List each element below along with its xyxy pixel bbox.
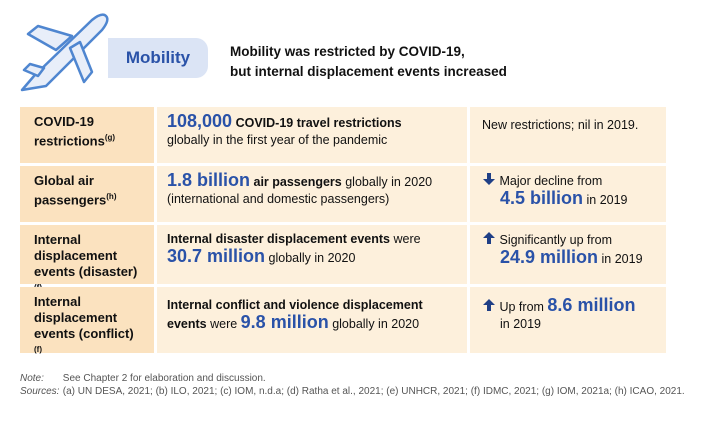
- label-note: (g): [104, 133, 116, 142]
- sources-label: Sources:: [20, 386, 60, 397]
- text: were: [393, 232, 421, 246]
- note-text: See Chapter 2 for elaboration and discus…: [62, 373, 266, 384]
- text: globally in the first year of the pandem…: [167, 133, 388, 147]
- label-note: (f): [34, 345, 42, 354]
- row-label: Global air passengers(h): [20, 166, 154, 222]
- footer: Note: See Chapter 2 for elaboration and …: [20, 372, 700, 398]
- label-text: Internal displacement events (disaster): [34, 232, 138, 279]
- comparison: New restrictions; nil in 2019.: [470, 107, 666, 163]
- airplane-icon: [20, 13, 109, 92]
- down-arrow: [483, 173, 495, 185]
- row-label: Internal displacement events (disaster)(…: [20, 225, 154, 292]
- row-label: COVID-19 restrictions(g): [20, 107, 154, 163]
- figure: 4.5 billion: [500, 188, 584, 208]
- table: COVID-19 restrictions(g) 108,000 COVID-1…: [20, 107, 666, 354]
- up-arrow: [483, 232, 495, 244]
- comparison: Significantly up from 24.9 million in 201…: [470, 225, 666, 284]
- text: globally in 2020: [332, 317, 420, 331]
- text: Internal disaster displacement events: [167, 232, 391, 246]
- headline-line: Mobility was restricted by COVID-19,: [230, 44, 465, 59]
- measure: Internal conflict and violence displacem…: [157, 287, 467, 353]
- headline-line: but internal displacement events increas…: [230, 64, 507, 79]
- text: in 2019: [586, 193, 628, 207]
- figure: 9.8 million: [240, 312, 329, 332]
- comparison: Up from 8.6 million in 2019: [470, 287, 666, 353]
- label-text: COVID-19 restrictions: [34, 114, 105, 149]
- text: New restrictions; nil in 2019.: [482, 118, 639, 132]
- label-note: (h): [106, 192, 117, 201]
- text: in 2019: [500, 317, 542, 331]
- label-text: Internal displacement events (conflict): [34, 294, 134, 341]
- text: globally in 2020: [268, 251, 356, 265]
- text: in 2019: [601, 252, 643, 266]
- text: COVID-19 travel restrictions: [235, 116, 402, 130]
- measure: 108,000 COVID-19 travel restrictions glob…: [157, 107, 467, 163]
- text: air passengers: [253, 175, 342, 189]
- figure: 30.7 million: [167, 246, 266, 266]
- figure: 1.8 billion: [167, 170, 251, 190]
- figure: 8.6 million: [547, 295, 636, 315]
- sources: Sources: (a) UN DESA, 2021; (b) ILO, 202…: [20, 385, 700, 398]
- text: Major decline from: [499, 174, 603, 188]
- comparison: Major decline from 4.5 billion in 2019: [470, 166, 666, 222]
- text: were: [210, 317, 238, 331]
- measure: 1.8 billion air passengers globally in 2…: [157, 166, 467, 222]
- sources-text: (a) UN DESA, 2021; (b) ILO, 2021; (c) IO…: [62, 386, 685, 397]
- figure: 108,000: [167, 111, 233, 131]
- figure: 24.9 million: [500, 247, 599, 267]
- note: Note: See Chapter 2 for elaboration and …: [20, 372, 700, 385]
- section-tag: Mobility: [108, 38, 208, 78]
- note-label: Note:: [20, 373, 44, 384]
- text: Up from: [499, 300, 544, 314]
- text: Internal conflict and violence displacem…: [167, 298, 423, 331]
- measure: Internal disaster displacement events we…: [157, 225, 467, 284]
- label-text: Global air passengers: [34, 173, 107, 208]
- up-arrow: [483, 299, 495, 311]
- text: (international and domestic passengers): [167, 192, 390, 206]
- row-label: Internal displacement events (conflict) (…: [20, 287, 154, 354]
- headline: Mobility was restricted by COVID-19, but…: [230, 42, 507, 82]
- text: globally in 2020: [345, 175, 433, 189]
- text: Significantly up from: [499, 233, 613, 247]
